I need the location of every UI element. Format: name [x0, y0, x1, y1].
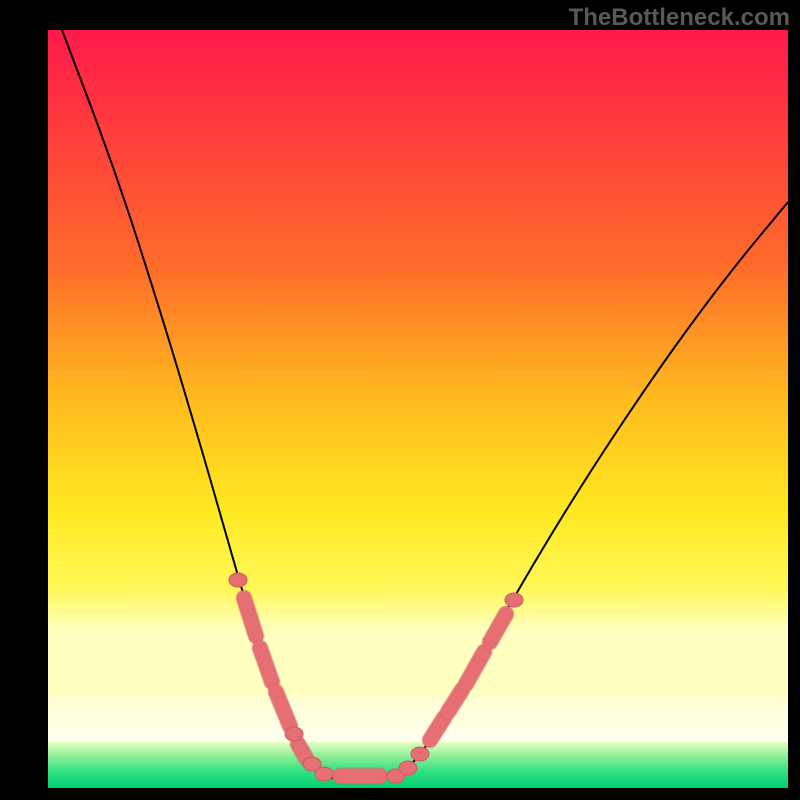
curve-overlay: [0, 0, 800, 800]
marker-capsule: [466, 652, 484, 684]
marker-dot: [411, 747, 429, 761]
marker-dot: [505, 593, 523, 607]
marker-dot: [229, 573, 247, 587]
v-curve-path: [62, 30, 788, 778]
marker-dot: [399, 761, 417, 775]
marker-capsule: [298, 744, 306, 758]
marker-capsule: [490, 614, 506, 642]
marker-dot: [315, 767, 333, 781]
chart-container: TheBottleneck.com: [0, 0, 800, 800]
marker-dot: [285, 727, 303, 741]
marker-group: [229, 573, 523, 783]
marker-capsule: [276, 692, 290, 726]
watermark-text: TheBottleneck.com: [569, 4, 790, 32]
